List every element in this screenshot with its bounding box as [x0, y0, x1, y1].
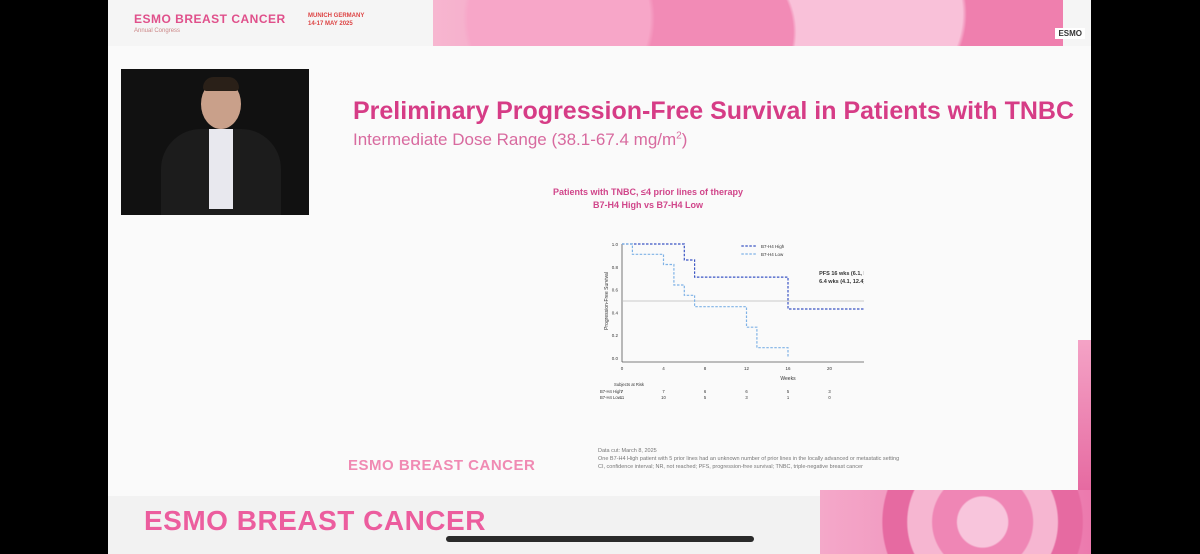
risk-row-label: B7-H4 Low: [600, 395, 622, 400]
footnote-abbrev: CI, confidence interval; NR, not reached…: [598, 464, 863, 470]
footnote-datacut: Data cut: March 8, 2025: [598, 448, 657, 454]
x-tick-label: 8: [704, 366, 707, 371]
x-tick-label: 12: [744, 366, 750, 371]
risk-cell: 3: [828, 389, 831, 394]
risk-cell: 6: [745, 389, 748, 394]
slide-subtitle: Intermediate Dose Range (38.1-67.4 mg/m2…: [353, 130, 688, 149]
conference-header: ESMO BREAST CANCER Annual Congress MUNIC…: [108, 0, 1091, 46]
risk-cell: 6: [704, 389, 707, 394]
y-tick-label: 0.0: [612, 356, 619, 361]
y-tick-label: 0.4: [612, 310, 619, 315]
risk-cell: 1: [787, 395, 790, 400]
rose-decoration-bottom: [820, 490, 1091, 554]
risk-cell: 10: [661, 395, 666, 400]
conference-brand: ESMO BREAST CANCER: [134, 12, 286, 26]
x-tick-label: 4: [662, 366, 665, 371]
risk-cell: 7: [621, 389, 624, 394]
esmo-logo: ESMO: [1055, 28, 1085, 39]
legend-label: B7-H4 High: [761, 244, 785, 249]
legend-label: B7-H4 Low: [761, 252, 784, 257]
risk-row-label: B7-H4 High: [600, 389, 622, 394]
footnote-note: One B7-H4 High patient with 5 prior line…: [598, 456, 900, 462]
city-text: MUNICH GERMANY: [308, 13, 365, 19]
y-axis-label: Progression-Free Survival: [604, 272, 610, 330]
x-tick-label: 16: [785, 366, 791, 371]
pfs-annotation-line-1: PFS 16 wks (6.1, NR) vs: [819, 271, 864, 277]
slide-title: Preliminary Progression-Free Survival in…: [353, 97, 1075, 125]
speaker-video[interactable]: [121, 69, 309, 215]
x-tick-label: 20: [827, 366, 833, 371]
footer-brand: ESMO BREAST CANCER: [144, 505, 486, 536]
risk-cell: 5: [704, 395, 707, 400]
risk-cell: 3: [745, 395, 748, 400]
risk-cell: 11: [620, 395, 625, 400]
conference-brand-sub: Annual Congress: [134, 28, 181, 34]
x-tick-label: 0: [621, 366, 624, 371]
slide-footnote: Data cut: March 8, 2025 One B7-H4 High p…: [598, 447, 1058, 471]
chart-title: Patients with TNBC, ≤4 prior lines of th…: [528, 186, 768, 212]
rose-decoration-right: [1078, 340, 1091, 490]
risk-cell: 5: [787, 389, 790, 394]
y-tick-label: 0.2: [612, 333, 619, 338]
speaker-hair: [203, 77, 239, 91]
y-tick-label: 0.6: [612, 288, 619, 293]
risk-cell: 7: [662, 389, 665, 394]
slide-brand: ESMO BREAST CANCER: [348, 457, 536, 474]
presentation-frame: ESMO BREAST CANCER Annual Congress MUNIC…: [108, 0, 1091, 554]
speaker-shirt: [209, 129, 233, 209]
home-indicator[interactable]: [446, 536, 754, 542]
series-line-b7h4-high: [622, 243, 864, 310]
chart-title-line-2: B7-H4 High vs B7-H4 Low: [592, 200, 704, 210]
y-tick-label: 0.8: [612, 265, 619, 270]
conference-location: MUNICH GERMANY 14-17 MAY 2025: [308, 12, 364, 28]
risk-cell: 0: [828, 395, 831, 400]
km-plot: 0.00.20.40.60.81.0048121620242832WeeksPr…: [600, 242, 864, 400]
y-tick-label: 1.0: [612, 242, 619, 247]
risk-table-header: Subjects at Risk: [614, 382, 645, 387]
dates-text: 14-17 MAY 2025: [308, 21, 353, 27]
rose-banner-image: [433, 0, 1063, 46]
series-line-b7h4-low: [622, 243, 789, 358]
x-axis-label: Weeks: [780, 376, 796, 382]
pfs-annotation-line-2: 6.4 wks (4.1, 12.4): [819, 279, 864, 285]
chart-title-line-1: Patients with TNBC, ≤4 prior lines of th…: [553, 187, 743, 197]
